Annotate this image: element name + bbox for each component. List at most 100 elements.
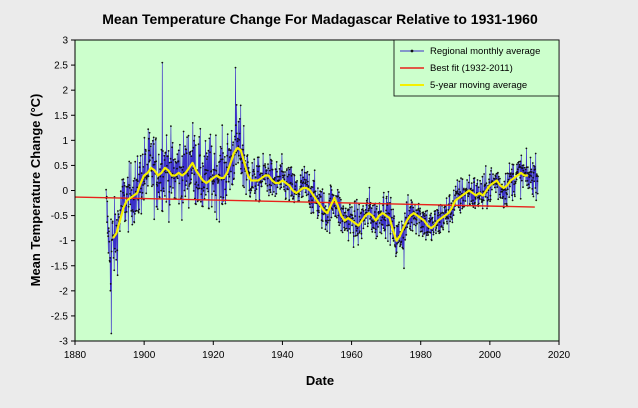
data-point xyxy=(354,215,357,218)
data-point xyxy=(167,150,170,152)
data-point xyxy=(505,202,508,205)
data-point xyxy=(171,146,174,149)
data-point xyxy=(468,174,471,177)
data-point xyxy=(123,182,126,184)
y-tick-label: -0.5 xyxy=(51,211,69,222)
data-point xyxy=(229,188,231,191)
data-point xyxy=(182,166,185,168)
data-point xyxy=(153,218,156,221)
data-point xyxy=(411,201,413,204)
data-point xyxy=(195,203,197,206)
data-point xyxy=(232,144,234,146)
data-point xyxy=(153,163,156,166)
data-point xyxy=(509,185,511,188)
data-point xyxy=(439,231,442,234)
data-point xyxy=(142,166,145,168)
data-point xyxy=(442,226,444,229)
data-point xyxy=(310,212,313,215)
data-point xyxy=(344,211,347,214)
data-point xyxy=(471,202,474,205)
data-point xyxy=(535,199,538,202)
data-point xyxy=(353,235,355,238)
data-point xyxy=(181,179,184,182)
legend-label-5-year-moving-average: 5-year moving average xyxy=(430,80,527,91)
data-point xyxy=(452,214,455,217)
data-point xyxy=(145,192,148,195)
data-point xyxy=(473,181,475,184)
data-point xyxy=(526,172,529,174)
data-point xyxy=(528,176,531,178)
data-point xyxy=(358,215,361,218)
data-point xyxy=(194,144,197,147)
x-tick-label: 2020 xyxy=(548,350,571,361)
data-point xyxy=(185,180,188,183)
data-point xyxy=(146,174,148,177)
data-point xyxy=(529,181,532,184)
data-point xyxy=(381,224,384,226)
data-point xyxy=(156,181,159,184)
data-point xyxy=(253,158,256,161)
data-point xyxy=(505,189,507,192)
x-tick-label: 1920 xyxy=(202,350,225,361)
data-point xyxy=(290,174,293,177)
data-point xyxy=(530,171,533,173)
data-point xyxy=(276,186,279,189)
data-point xyxy=(354,200,356,203)
data-point xyxy=(536,180,539,183)
y-tick-label: 1 xyxy=(62,136,68,147)
data-point xyxy=(254,176,257,179)
data-point xyxy=(416,212,419,215)
data-point xyxy=(427,227,430,230)
data-point xyxy=(461,178,464,181)
data-point xyxy=(510,175,513,178)
data-point xyxy=(205,172,208,175)
data-point xyxy=(332,212,335,215)
data-point xyxy=(164,151,167,154)
data-point xyxy=(310,195,312,198)
data-point xyxy=(382,196,385,199)
data-point xyxy=(373,227,375,230)
data-point xyxy=(330,189,333,191)
data-point xyxy=(532,195,535,198)
data-point xyxy=(206,169,209,172)
data-point xyxy=(454,194,456,197)
data-point xyxy=(317,197,320,200)
data-point xyxy=(267,163,269,166)
data-point xyxy=(201,162,204,165)
data-point xyxy=(268,183,271,186)
data-point xyxy=(300,179,303,182)
data-point xyxy=(285,197,287,200)
data-point xyxy=(355,225,358,228)
data-point xyxy=(373,204,376,206)
data-point xyxy=(460,177,462,180)
data-point xyxy=(522,186,524,189)
data-point xyxy=(476,196,479,199)
data-point xyxy=(308,203,311,206)
data-point xyxy=(132,210,135,213)
data-point xyxy=(284,190,287,193)
data-point xyxy=(352,231,355,234)
data-point xyxy=(216,165,218,167)
data-point xyxy=(109,289,112,292)
data-point xyxy=(293,174,296,177)
data-point xyxy=(410,199,413,202)
data-point xyxy=(518,163,521,166)
data-point xyxy=(365,199,368,202)
data-point xyxy=(269,189,272,191)
data-point xyxy=(532,176,534,179)
data-point xyxy=(206,158,208,161)
data-point xyxy=(473,177,476,179)
data-point xyxy=(191,172,193,175)
data-point xyxy=(348,203,351,206)
data-point xyxy=(445,209,447,212)
data-point xyxy=(527,173,530,175)
data-point xyxy=(516,163,518,166)
y-tick-label: -3 xyxy=(59,337,68,348)
legend-item-regional-monthly-average: Regional monthly average xyxy=(400,46,540,57)
data-point xyxy=(249,195,252,198)
data-point xyxy=(316,217,319,220)
data-point xyxy=(478,195,481,198)
data-point xyxy=(421,235,424,238)
data-point xyxy=(174,158,176,161)
data-point xyxy=(283,174,286,177)
